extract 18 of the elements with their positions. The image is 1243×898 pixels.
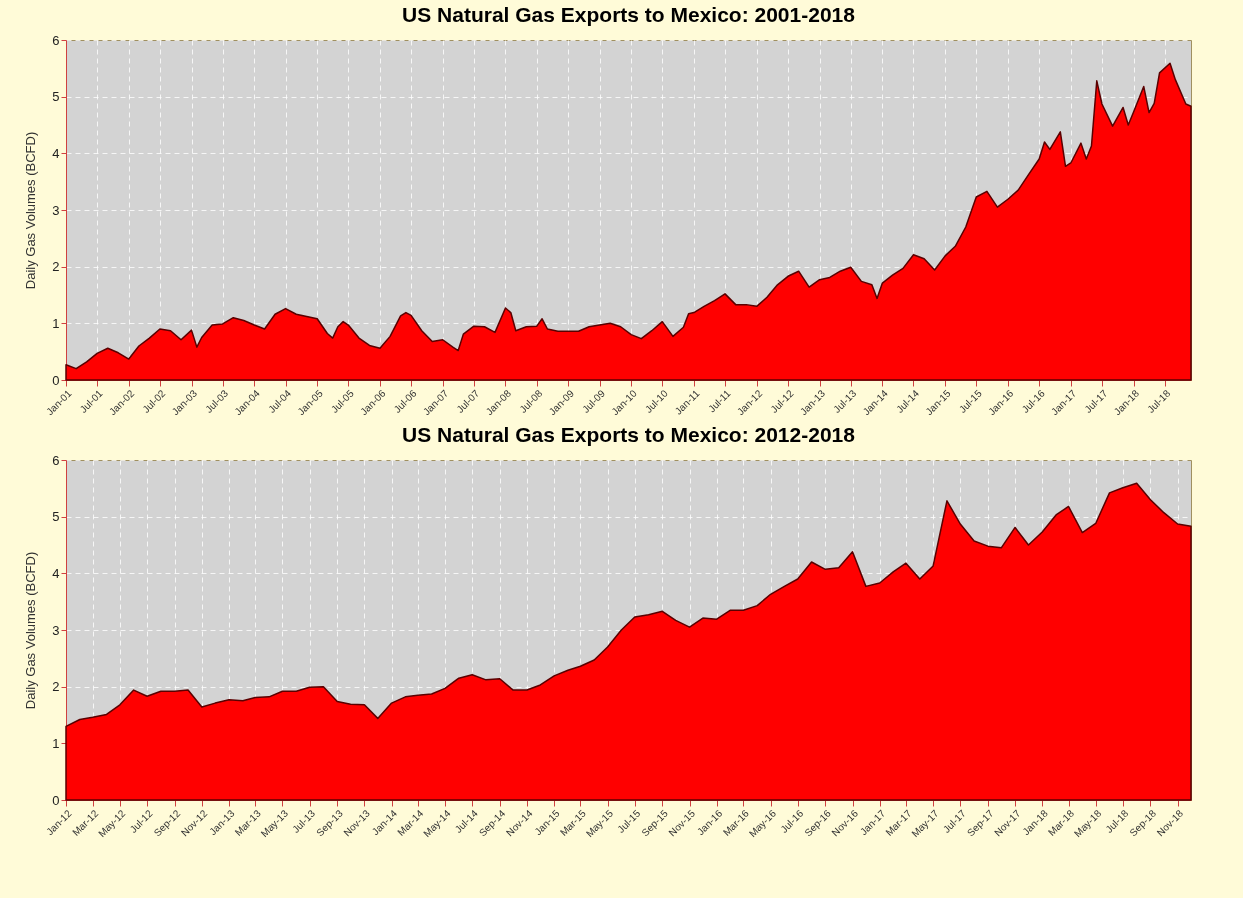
y-tick-label: 2 [52, 679, 60, 695]
y-tick-label: 4 [52, 565, 60, 581]
y-tick-label: 1 [52, 315, 60, 331]
y-tick-label: 2 [52, 259, 60, 275]
y-tick-label: 3 [52, 202, 60, 218]
y-tick-label: 5 [52, 509, 60, 525]
y-tick-label: 5 [52, 89, 60, 105]
chart-title: US Natural Gas Exports to Mexico: 2012-2018 [402, 423, 856, 446]
y-axis-title: Daily Gas Volumes (BCFD) [23, 551, 39, 710]
y-tick-label: 6 [52, 32, 60, 48]
y-tick-label: 0 [52, 372, 60, 388]
y-tick-label: 3 [52, 622, 60, 638]
y-tick-label: 1 [52, 735, 60, 751]
chart-title: US Natural Gas Exports to Mexico: 2001-2018 [402, 3, 856, 26]
y-tick-label: 6 [52, 452, 60, 468]
y-axis-title: Daily Gas Volumes (BCFD) [23, 131, 39, 290]
y-tick-label: 0 [52, 792, 60, 808]
y-tick-label: 4 [52, 145, 60, 161]
